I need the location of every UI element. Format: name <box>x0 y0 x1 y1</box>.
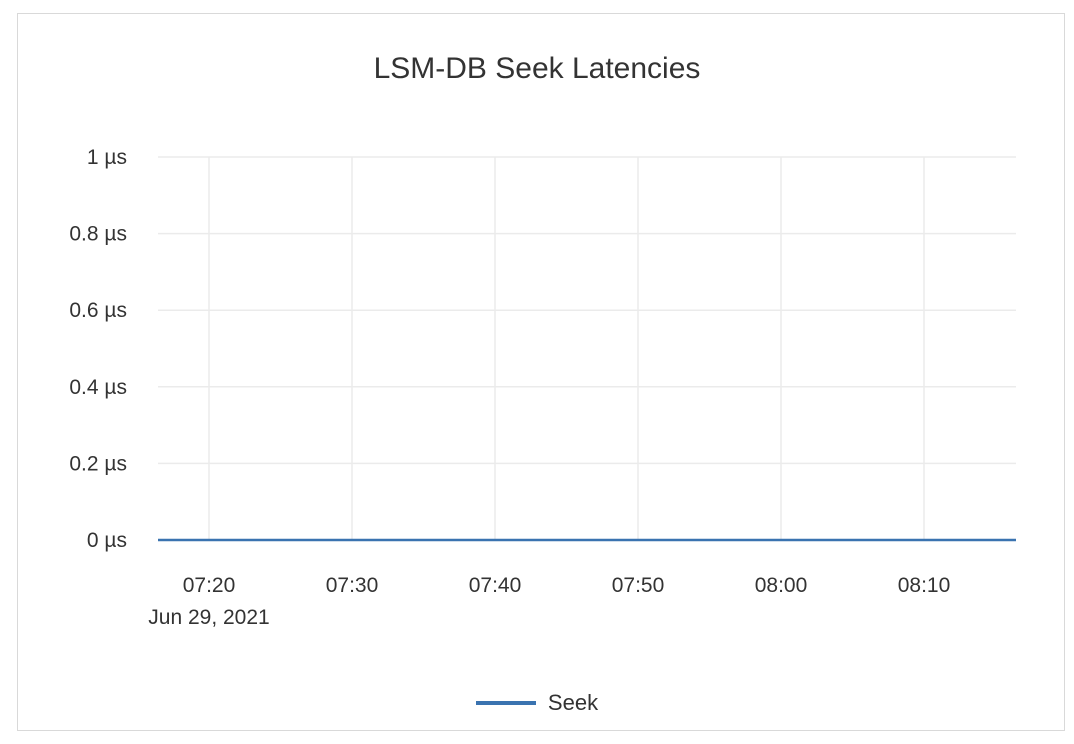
x-tick-label: 08:10 <box>898 574 951 597</box>
legend: Seek <box>0 690 1074 716</box>
x-date-label: Jun 29, 2021 <box>148 606 269 629</box>
chart-title: LSM-DB Seek Latencies <box>373 52 701 85</box>
legend-label-seek[interactable]: Seek <box>547 690 599 715</box>
y-tick-label: 0.8 µs <box>69 223 127 246</box>
x-tick-label: 08:00 <box>755 574 808 597</box>
y-tick-label: 0.2 µs <box>69 452 127 475</box>
x-tick-label: 07:30 <box>326 574 379 597</box>
legend-swatch-seek <box>475 701 536 705</box>
y-tick-label: 1 µs <box>87 146 127 169</box>
x-tick-label: 07:50 <box>612 574 665 597</box>
chart-panel <box>17 13 1065 731</box>
y-tick-label: 0 µs <box>87 529 127 552</box>
x-tick-label: 07:40 <box>469 574 522 597</box>
y-tick-label: 0.4 µs <box>69 376 127 399</box>
x-tick-label: 07:20 <box>183 574 236 597</box>
y-tick-label: 0.6 µs <box>69 299 127 322</box>
